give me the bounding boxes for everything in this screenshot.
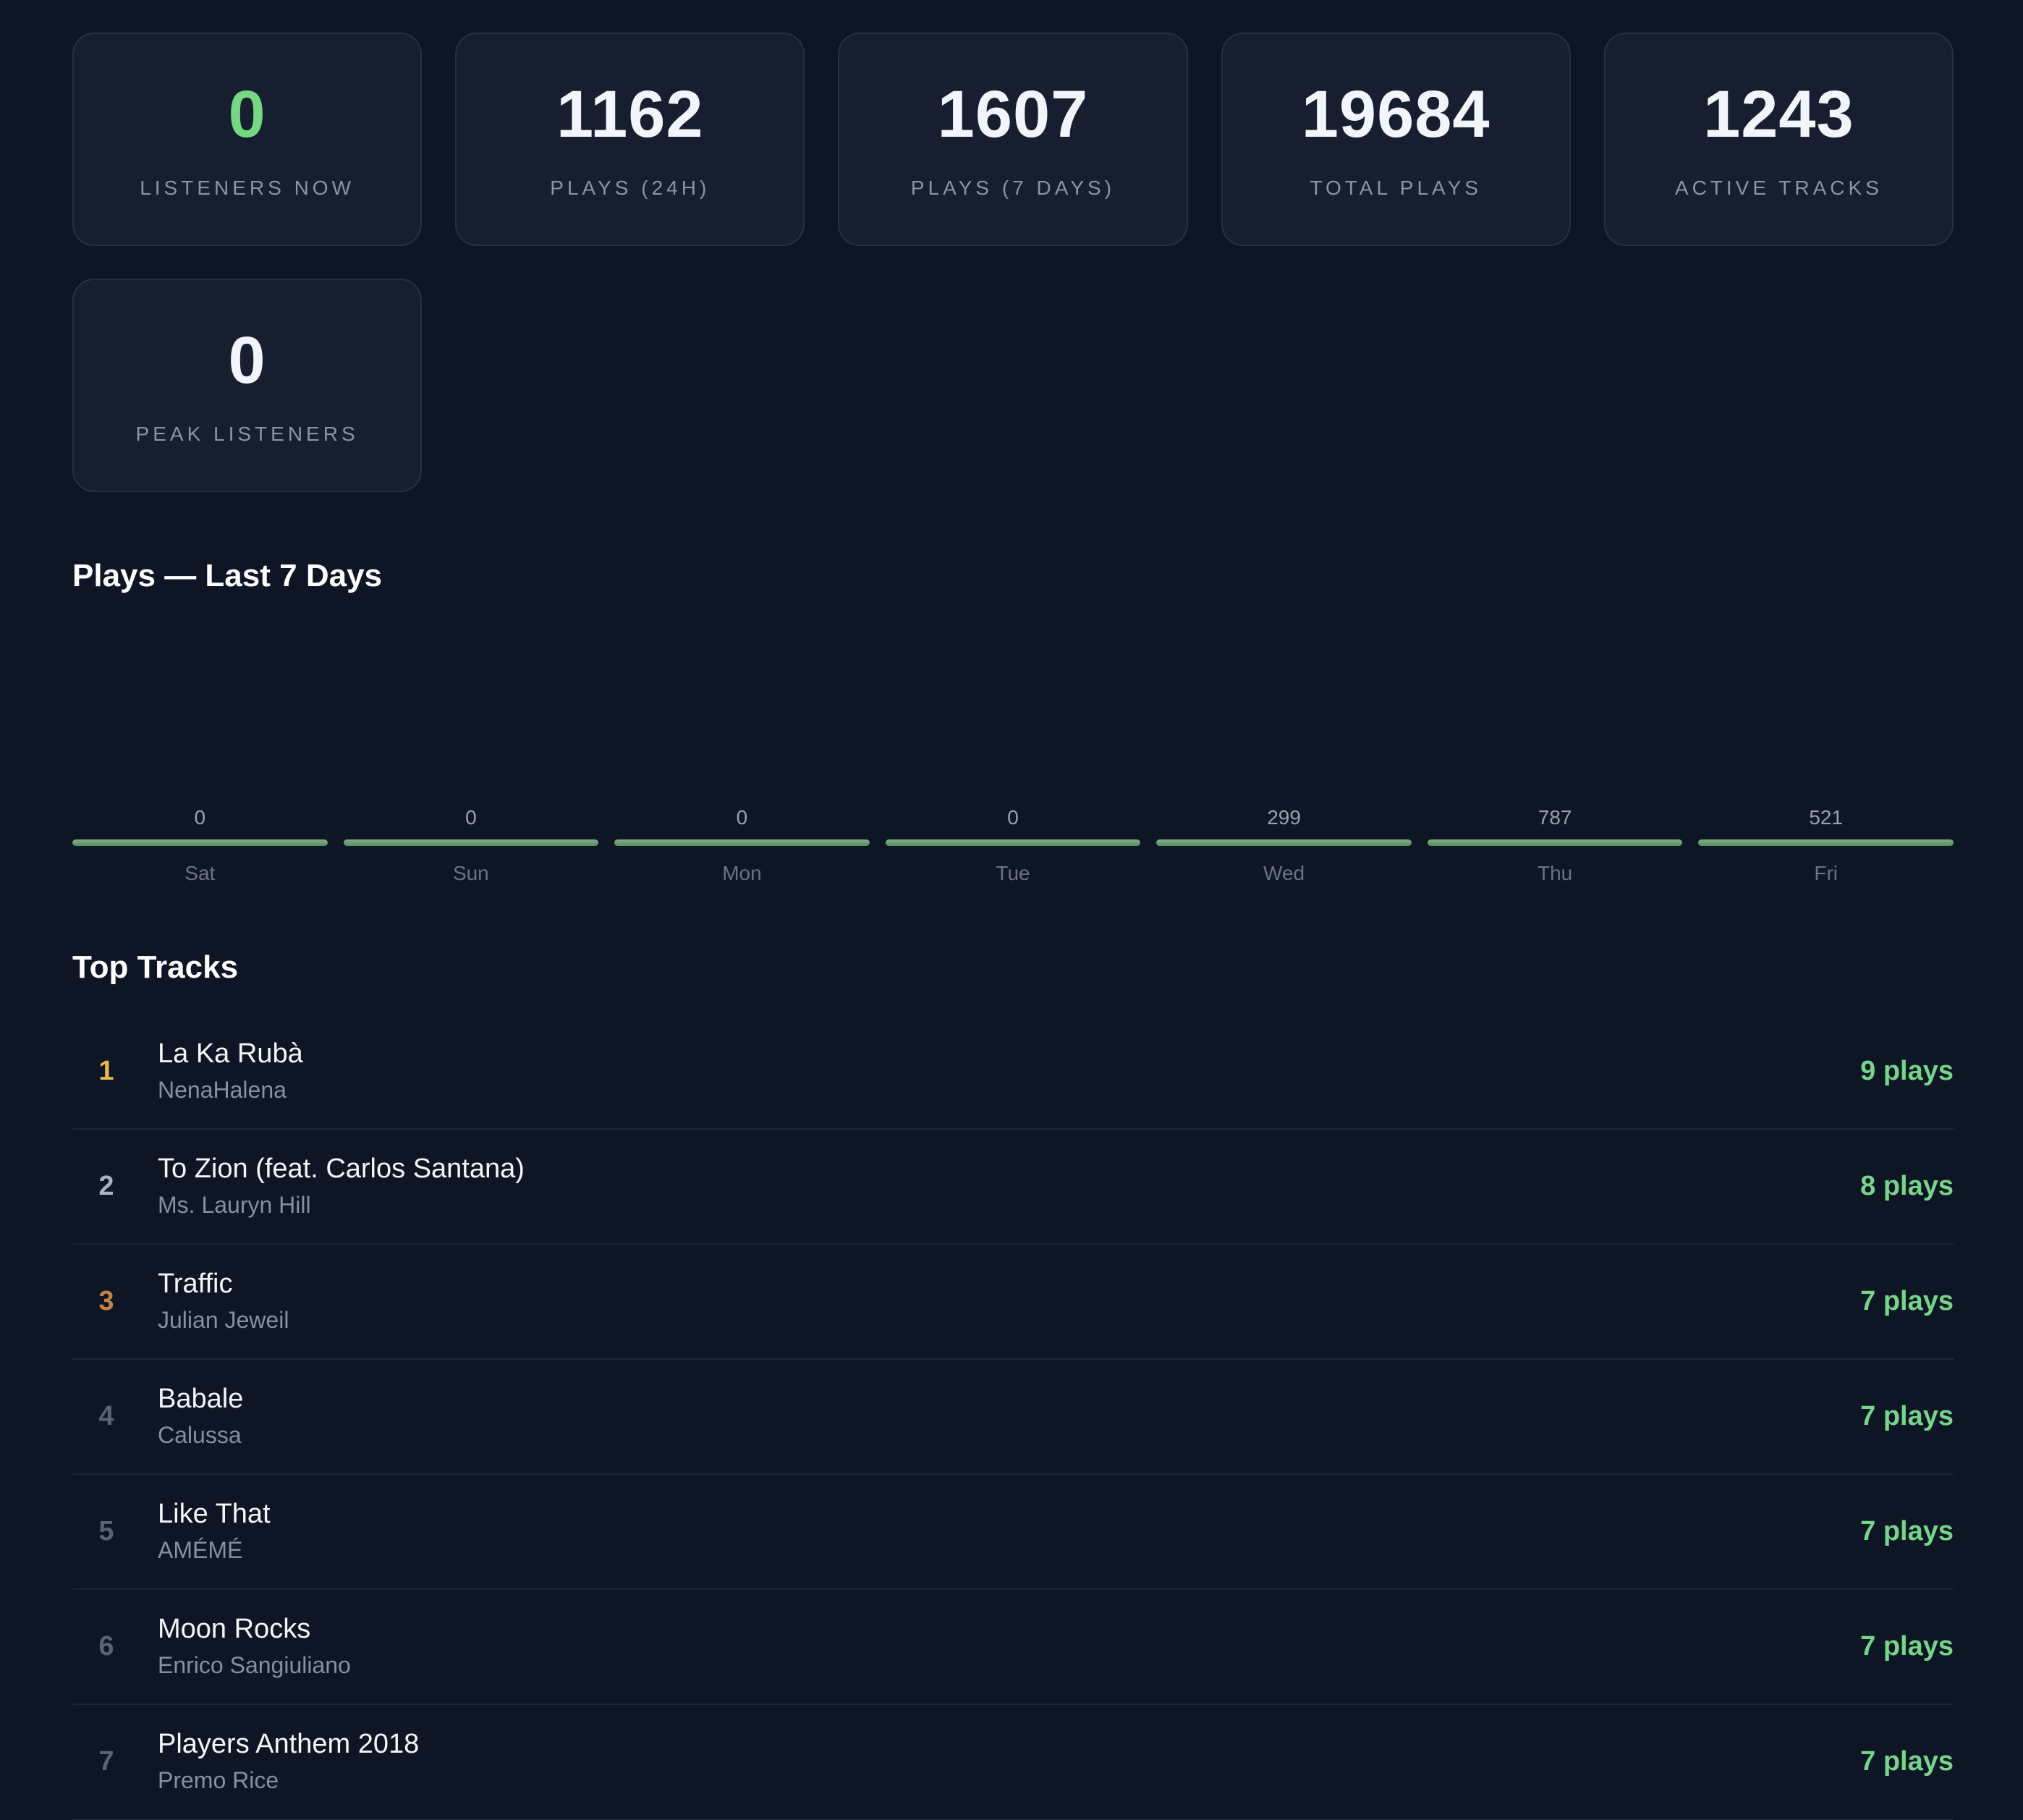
track-plays: 9 plays bbox=[1860, 1056, 1954, 1087]
chart-value: 0 bbox=[1007, 805, 1019, 829]
track-row[interactable]: 1 La Ka Rubà NenaHalena 9 plays bbox=[72, 1015, 1954, 1130]
track-artist: AMÉMÉ bbox=[158, 1537, 243, 1564]
track-title: Players Anthem 2018 bbox=[158, 1729, 420, 1760]
track-rank: 6 bbox=[98, 1631, 114, 1662]
track-plays: 8 plays bbox=[1860, 1171, 1954, 1202]
chart-bar bbox=[1427, 839, 1683, 846]
chart-bar bbox=[614, 839, 870, 846]
track-info: Like That AMÉMÉ bbox=[158, 1499, 271, 1563]
track-title: Like That bbox=[158, 1499, 271, 1530]
stat-card-listeners-now: 0 LISTENERS NOW bbox=[72, 33, 423, 246]
track-artist: Ms. Lauryn Hill bbox=[158, 1192, 311, 1219]
stat-value: 0 bbox=[228, 323, 266, 397]
track-rank: 1 bbox=[98, 1056, 114, 1087]
chart-day-label: Tue bbox=[996, 861, 1030, 884]
stat-card-active-tracks: 1243 ACTIVE TRACKS bbox=[1603, 33, 1954, 246]
track-row[interactable]: 7 Players Anthem 2018 Premo Rice 7 plays bbox=[72, 1705, 1954, 1820]
track-info: Babale Calussa bbox=[158, 1384, 243, 1448]
stat-value: 1243 bbox=[1703, 77, 1854, 151]
track-title: Moon Rocks bbox=[158, 1614, 311, 1645]
track-artist: Premo Rice bbox=[158, 1767, 279, 1794]
stat-label: ACTIVE TRACKS bbox=[1674, 176, 1883, 199]
chart-column: 0 Mon bbox=[614, 805, 870, 884]
track-row[interactable]: 5 Like That AMÉMÉ 7 plays bbox=[72, 1475, 1954, 1590]
stat-card-peak-listeners: 0 PEAK LISTENERS bbox=[72, 279, 423, 492]
chart-day-label: Sat bbox=[185, 861, 216, 884]
chart-bar bbox=[343, 839, 599, 846]
top-tracks-title: Top Tracks bbox=[72, 949, 239, 985]
chart-column: 521 Fri bbox=[1698, 805, 1954, 884]
stats-grid: 0 LISTENERS NOW 1162 PLAYS (24H) 1607 PL… bbox=[72, 33, 1954, 492]
chart-value: 299 bbox=[1267, 805, 1301, 829]
track-row[interactable]: 2 To Zion (feat. Carlos Santana) Ms. Lau… bbox=[72, 1130, 1954, 1245]
stat-value: 1162 bbox=[556, 77, 704, 151]
plays-bar-chart: 0 Sat 0 Sun 0 Mon 0 Tue 299 Wed 787 Thu bbox=[72, 616, 1954, 884]
track-row[interactable]: 3 Traffic Julian Jeweil 7 plays bbox=[72, 1245, 1954, 1360]
track-info: Traffic Julian Jeweil bbox=[158, 1269, 289, 1333]
track-artist: Enrico Sangiuliano bbox=[158, 1652, 351, 1679]
chart-bar bbox=[72, 839, 328, 846]
chart-column: 0 Tue bbox=[885, 805, 1141, 884]
stat-card-total-plays: 19684 TOTAL PLAYS bbox=[1221, 33, 1571, 246]
track-artist: NenaHalena bbox=[158, 1077, 287, 1104]
stat-label: PLAYS (7 DAYS) bbox=[910, 176, 1116, 199]
track-title: La Ka Rubà bbox=[158, 1038, 303, 1070]
track-rank: 2 bbox=[98, 1171, 114, 1202]
chart-day-label: Fri bbox=[1814, 861, 1838, 884]
track-plays: 7 plays bbox=[1860, 1401, 1954, 1432]
track-artist: Julian Jeweil bbox=[158, 1307, 289, 1334]
stat-label: PLAYS (24H) bbox=[550, 176, 711, 199]
track-rank: 7 bbox=[98, 1746, 114, 1777]
track-row[interactable]: 4 Babale Calussa 7 plays bbox=[72, 1360, 1954, 1475]
chart-day-label: Mon bbox=[722, 861, 762, 884]
chart-value: 0 bbox=[736, 805, 748, 829]
track-title: To Zion (feat. Carlos Santana) bbox=[158, 1154, 525, 1185]
stat-card-plays-7days: 1607 PLAYS (7 DAYS) bbox=[838, 33, 1188, 246]
track-info: La Ka Rubà NenaHalena bbox=[158, 1038, 303, 1103]
stat-value: 1607 bbox=[937, 77, 1089, 151]
stat-value: 0 bbox=[228, 77, 266, 151]
chart-column: 787 Thu bbox=[1427, 805, 1683, 884]
chart-bar bbox=[1156, 839, 1412, 846]
track-rank: 3 bbox=[98, 1286, 114, 1317]
chart-section-title: Plays — Last 7 Days bbox=[72, 558, 383, 593]
track-row[interactable]: 6 Moon Rocks Enrico Sangiuliano 7 plays bbox=[72, 1590, 1954, 1705]
track-info: Players Anthem 2018 Premo Rice bbox=[158, 1729, 419, 1793]
chart-column: 0 Sat bbox=[72, 805, 328, 884]
stat-label: PEAK LISTENERS bbox=[135, 422, 359, 445]
track-title: Traffic bbox=[158, 1269, 233, 1300]
chart-day-label: Thu bbox=[1538, 861, 1573, 884]
stat-label: LISTENERS NOW bbox=[140, 176, 355, 199]
track-artist: Calussa bbox=[158, 1422, 242, 1449]
stat-card-plays-24h: 1162 PLAYS (24H) bbox=[455, 33, 805, 246]
track-plays: 7 plays bbox=[1860, 1286, 1954, 1317]
chart-column: 299 Wed bbox=[1156, 805, 1412, 884]
track-title: Babale bbox=[158, 1384, 244, 1415]
track-plays: 7 plays bbox=[1860, 1631, 1954, 1662]
track-rank: 4 bbox=[98, 1401, 114, 1432]
chart-column: 0 Sun bbox=[343, 805, 599, 884]
chart-value: 787 bbox=[1538, 805, 1572, 829]
track-plays: 7 plays bbox=[1860, 1516, 1954, 1547]
stat-value: 19684 bbox=[1301, 77, 1490, 151]
track-rank: 5 bbox=[98, 1516, 114, 1547]
chart-bar bbox=[885, 839, 1141, 846]
chart-day-label: Wed bbox=[1263, 861, 1305, 884]
chart-value: 0 bbox=[194, 805, 206, 829]
chart-day-label: Sun bbox=[452, 861, 489, 884]
chart-value: 0 bbox=[465, 805, 477, 829]
track-plays: 7 plays bbox=[1860, 1746, 1954, 1777]
chart-value: 521 bbox=[1809, 805, 1844, 829]
chart-bar bbox=[1698, 839, 1954, 846]
stat-label: TOTAL PLAYS bbox=[1310, 176, 1482, 199]
top-tracks-list: 1 La Ka Rubà NenaHalena 9 plays 2 To Zio… bbox=[72, 1015, 1954, 1820]
track-info: To Zion (feat. Carlos Santana) Ms. Laury… bbox=[158, 1154, 525, 1218]
track-info: Moon Rocks Enrico Sangiuliano bbox=[158, 1614, 351, 1678]
